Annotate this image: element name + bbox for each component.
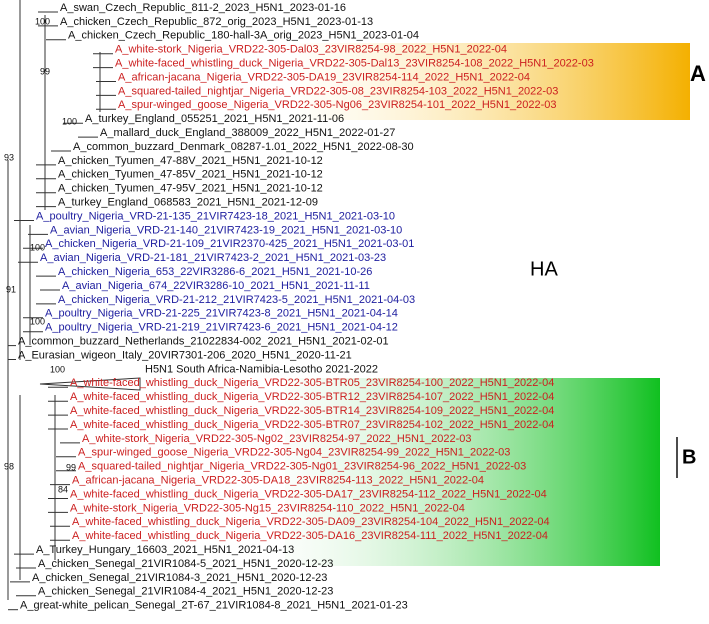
clade-label: HA [530,258,558,280]
leaf-label: A_swan_Czech_Republic_811-2_2023_H5N1_20… [60,2,346,14]
leaf-label: H5N1 South Africa-Namibia-Lesotho 2021-2… [145,363,378,375]
leaf-label: A_poultry_Nigeria_VRD-21-135_21VIR7423-1… [36,210,395,222]
leaf-label: A_poultry_Nigeria_VRD-21-225_21VIR7423-8… [45,308,398,320]
leaf-label: A_african-jacana_Nigeria_VRD22-305-DA19_… [118,71,530,83]
leaf-label: A_chicken_Senegal_21VIR1084-5_2021_H5N1_… [38,558,333,570]
leaf-label: A_white-faced_whistling_duck_Nigeria_VRD… [70,488,547,500]
leaf-label: A_white-stork_Nigeria_VRD22-305-Dal03_23… [115,44,507,56]
leaf-label: A_avian_Nigeria_674_22VIR3286-10_2021_H5… [62,280,370,292]
clade-label: B [682,446,696,468]
leaf-label: A_avian_Nigeria_VRD-21-140_21VIR7423-19_… [50,224,402,236]
bootstrap-value: 99 [66,462,76,472]
leaf-label: A_white-faced_whistling_duck_Nigeria_VRD… [115,58,594,70]
collapsed-clade [39,377,141,391]
leaf-label: A_white-faced_whistling_duck_Nigeria_VRD… [70,405,554,417]
leaf-label: A_avian_Nigeria_VRD-21-181_21VIR7423-2_2… [40,252,386,264]
bootstrap-value: 84 [58,484,68,494]
bootstrap-value: 100 [50,364,65,374]
bootstrap-value: 91 [6,284,16,294]
leaf-label: A_turkey_England_055251_2021_H5N1_2021-1… [85,113,344,125]
leaf-label: A_white-faced_whistling_duck_Nigeria_VRD… [72,516,550,528]
leaf-label: A_chicken_Tyumen_47-85V_2021_H5N1_2021-1… [58,169,323,181]
leaf-label: A_common_buzzard_Netherlands_21022834-00… [18,336,389,348]
clade-label: A [690,61,706,86]
leaf-label: A_chicken_Nigeria_VRD-21-212_21VIR7423-5… [58,294,415,306]
leaf-label: A_chicken_Tyumen_47-88V_2021_H5N1_2021-1… [58,155,323,167]
leaf-label: A_white-stork_Nigeria_VRD22-305-Ng02_23V… [82,433,472,445]
bootstrap-value: 100 [62,116,77,126]
leaf-label: A_poultry_Nigeria_VRD-21-219_21VIR7423-6… [45,322,398,334]
leaf-label: A_white-faced_whistling_duck_Nigeria_VRD… [70,377,554,389]
leaf-label: A_white-stork_Nigeria_VRD22-305-Ng15_23V… [70,502,465,514]
leaf-label: A_african-jacana_Nigeria_VRD22-305-DA18_… [72,475,484,487]
leaf-label: A_mallard_duck_England_388009_2022_H5N1_… [100,127,395,139]
bootstrap-value: 100 [30,242,45,252]
leaf-label: A_white-faced_whistling_duck_Nigeria_VRD… [70,391,554,403]
leaf-label: A_Eurasian_wigeon_Italy_20VIR7301-206_20… [18,349,352,361]
leaf-label: A_chicken_Tyumen_47-95V_2021_H5N1_2021-1… [58,183,323,195]
bootstrap-value: 100 [30,316,45,326]
leaf-label: A_great-white_pelican_Senegal_2T-67_21VI… [20,600,408,612]
bootstrap-value: 98 [4,461,14,471]
leaf-label: A_chicken_Czech_Republic_180-hall-3A_ori… [68,30,419,42]
leaf-label: A_chicken_Czech_Republic_872_orig_2023_H… [60,16,373,28]
clade-a-highlight [300,43,690,120]
leaf-label: A_spur-winged_goose_Nigeria_VRD22-305-Ng… [78,447,510,459]
bootstrap-value: 99 [40,66,50,76]
tree-spine [7,0,141,600]
leaf-label: A_white-faced_whistling_duck_Nigeria_VRD… [72,530,548,542]
bootstrap-value: 100 [35,16,50,26]
leaf-label: A_Turkey_Hungary_16603_2021_H5N1_2021-04… [36,544,294,556]
bootstrap-value: 93 [4,152,14,162]
leaf-label: A_common_buzzard_Denmark_08287-1.01_2022… [73,141,414,153]
leaf-label: A_turkey_England_068583_2021_H5N1_2021-1… [58,197,318,209]
clade-b-highlight [285,378,660,566]
leaf-label: A_squared-tailed_nightjar_Nigeria_VRD22-… [78,461,526,473]
leaf-label: A_spur-winged_goose_Nigeria_VRD22-305-Ng… [118,99,556,111]
leaf-label: A_chicken_Senegal_21VIR1084-4_2021_H5N1_… [38,586,333,598]
leaf-label: A_squared-tailed_nightjar_Nigeria_VRD22-… [118,85,558,97]
leaf-label: A_chicken_Nigeria_VRD-21-109_21VIR2370-4… [45,238,414,250]
leaf-label: A_white-faced_whistling_duck_Nigeria_VRD… [70,419,554,431]
leaf-list: A_swan_Czech_Republic_811-2_2023_H5N1_20… [8,2,594,612]
leaf-label: A_chicken_Senegal_21VIR1084-3_2021_H5N1_… [32,572,327,584]
leaf-label: A_chicken_Nigeria_653_22VIR3286-6_2021_H… [58,266,372,278]
